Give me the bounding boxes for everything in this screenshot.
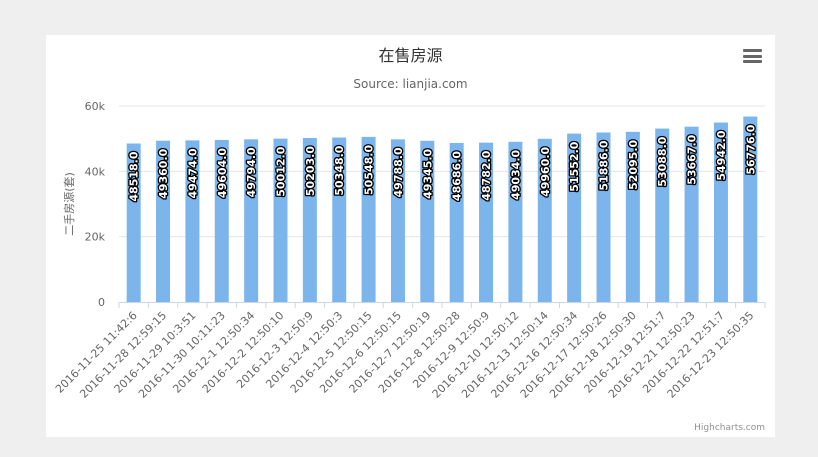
bar <box>302 138 317 302</box>
bar <box>655 128 670 302</box>
data-label: 53088.0 <box>656 136 669 186</box>
bar <box>244 139 259 302</box>
data-label: 50348.0 <box>333 145 346 195</box>
data-label: 50548.0 <box>363 145 376 195</box>
bar <box>743 116 758 302</box>
bar <box>273 138 288 302</box>
chart-subtitle: Source: lianjia.com <box>353 77 468 91</box>
data-label: 56776.0 <box>744 124 757 174</box>
bar <box>537 138 552 302</box>
data-label: 48686.0 <box>451 151 464 201</box>
y-tick-label: 40k <box>85 165 106 178</box>
bar <box>625 131 640 302</box>
data-label: 49794.0 <box>245 147 258 197</box>
bar <box>713 122 728 302</box>
bar <box>596 132 611 302</box>
data-label: 54942.0 <box>715 130 728 180</box>
bar <box>420 140 435 302</box>
data-label: 52095.0 <box>627 139 640 189</box>
data-label: 49345.0 <box>421 148 434 198</box>
data-label: 49788.0 <box>392 147 405 197</box>
bar <box>332 137 347 302</box>
y-tick-label: 0 <box>98 296 105 309</box>
bar <box>214 139 229 302</box>
data-label: 49360.0 <box>157 148 170 198</box>
data-label: 48518.0 <box>128 151 141 201</box>
bar <box>126 143 141 302</box>
data-label: 50203.0 <box>304 146 317 196</box>
y-tick-label: 20k <box>85 231 106 244</box>
bar <box>361 136 376 302</box>
credits-link[interactable]: Highcharts.com <box>694 423 765 433</box>
y-axis-title: 二手房源(套) <box>62 172 76 236</box>
bar <box>449 142 464 302</box>
y-tick-label: 60k <box>85 100 106 113</box>
data-label: 48782.0 <box>480 150 493 200</box>
hamburger-menu-icon[interactable] <box>743 49 762 65</box>
data-label: 51886.0 <box>598 140 611 190</box>
data-label: 53667.0 <box>686 134 699 184</box>
bar <box>185 140 200 302</box>
data-label: 50012.0 <box>275 146 288 196</box>
bar <box>567 133 582 302</box>
data-label: 49034.0 <box>509 149 522 199</box>
bar <box>479 142 494 302</box>
data-label: 51552.0 <box>568 141 581 191</box>
bar <box>156 140 171 302</box>
bar <box>684 126 699 302</box>
data-label: 49960.0 <box>539 146 552 196</box>
bar <box>508 141 523 302</box>
data-label: 49474.0 <box>186 148 199 198</box>
data-label: 49604.0 <box>216 148 229 198</box>
chart-container: 在售房源 Source: lianjia.com 0 20k 40k 60k 二手房源(… <box>46 35 775 437</box>
chart-title: 在售房源 <box>378 46 443 65</box>
bar <box>390 139 405 302</box>
